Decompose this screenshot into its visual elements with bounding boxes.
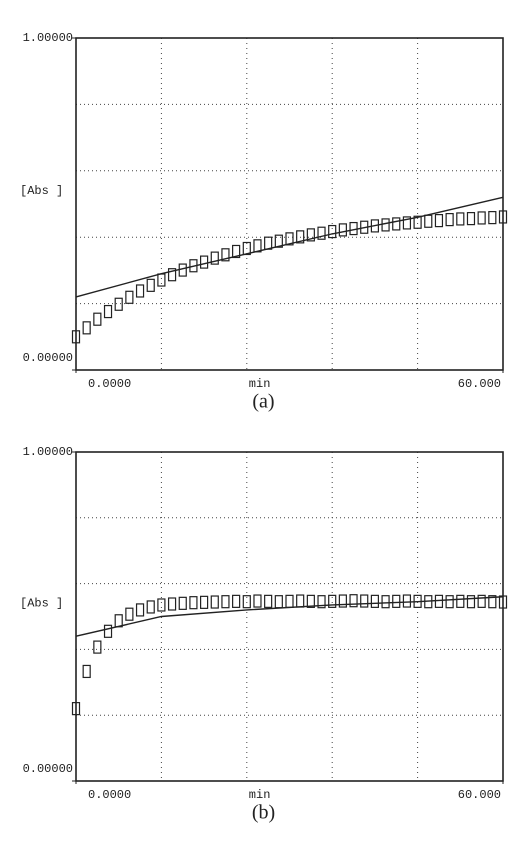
data-marker	[338, 594, 347, 608]
data-marker	[103, 304, 113, 319]
data-marker	[392, 217, 401, 231]
data-marker	[296, 594, 305, 608]
data-marker	[498, 210, 508, 224]
data-marker	[402, 594, 412, 608]
data-marker	[306, 228, 315, 242]
y-axis-label: [Abs ]	[20, 184, 63, 198]
data-marker	[157, 273, 166, 287]
x-tick-label: 60.000	[458, 377, 501, 391]
data-marker	[328, 224, 337, 239]
data-marker	[445, 213, 454, 227]
y-tick-label: 0.00000	[23, 351, 73, 365]
data-marker	[200, 255, 209, 269]
data-marker	[253, 594, 262, 608]
x-tick-label: 0.0000	[88, 788, 131, 802]
data-marker	[488, 595, 497, 609]
data-marker	[424, 214, 433, 228]
data-marker	[264, 594, 273, 608]
x-tick-label: 60.000	[458, 788, 501, 802]
data-marker	[370, 594, 379, 608]
data-marker	[274, 234, 283, 248]
data-marker	[381, 218, 390, 232]
data-marker	[135, 603, 145, 617]
fit-line	[75, 596, 504, 637]
data-marker	[103, 624, 113, 638]
plot-frame	[75, 37, 504, 371]
data-marker	[338, 223, 347, 237]
data-marker	[434, 594, 444, 608]
data-marker	[232, 244, 241, 259]
data-marker	[317, 226, 326, 240]
data-marker	[466, 595, 476, 609]
data-marker	[360, 594, 369, 608]
data-marker	[402, 216, 412, 230]
data-marker	[221, 595, 230, 609]
data-marker	[317, 595, 326, 609]
data-marker	[392, 594, 401, 608]
data-marker	[82, 664, 91, 679]
data-marker	[135, 284, 145, 298]
data-marker	[82, 321, 91, 335]
data-marker	[200, 595, 209, 609]
data-marker	[167, 268, 177, 282]
data-marker	[146, 600, 155, 614]
data-marker	[242, 595, 251, 609]
fit-line	[75, 196, 504, 298]
x-axis-label: min	[249, 377, 271, 391]
data-marker	[285, 594, 294, 608]
data-marker	[157, 598, 166, 612]
data-marker	[498, 595, 508, 609]
data-marker	[488, 211, 497, 225]
data-marker	[125, 607, 134, 621]
data-marker	[146, 278, 155, 292]
data-marker	[93, 640, 102, 654]
data-marker	[210, 251, 219, 265]
data-marker	[456, 594, 465, 608]
data-marker	[381, 595, 390, 609]
data-marker	[456, 212, 465, 226]
data-marker	[125, 290, 134, 304]
x-tick-label: 0.0000	[88, 377, 131, 391]
caption: (b)	[252, 802, 275, 824]
data-marker	[296, 230, 305, 244]
data-marker	[167, 597, 177, 611]
data-marker	[210, 595, 219, 609]
data-marker	[466, 212, 476, 226]
y-tick-label: 0.00000	[23, 762, 73, 776]
data-marker	[477, 211, 486, 225]
data-marker	[178, 596, 187, 610]
data-marker	[349, 594, 358, 608]
data-marker	[189, 596, 198, 610]
data-marker	[306, 594, 315, 608]
data-marker	[445, 595, 454, 609]
data-marker	[114, 614, 123, 628]
y-tick-label: 1.00000	[23, 445, 73, 459]
data-marker	[274, 595, 283, 609]
data-marker	[71, 330, 81, 344]
plot-frame	[75, 451, 504, 782]
x-axis-label: min	[249, 788, 271, 802]
data-marker	[114, 297, 123, 311]
data-marker	[71, 702, 81, 716]
caption: (a)	[252, 391, 274, 413]
data-marker	[285, 232, 294, 246]
data-marker	[178, 263, 187, 277]
data-marker	[328, 594, 337, 608]
data-marker	[264, 236, 273, 250]
data-marker	[232, 594, 241, 608]
y-axis-label: [Abs ]	[20, 597, 63, 611]
data-marker	[477, 594, 486, 608]
data-marker	[434, 214, 444, 228]
y-tick-label: 1.00000	[23, 31, 73, 45]
data-marker	[93, 312, 102, 326]
data-marker	[413, 215, 422, 229]
data-marker	[221, 248, 230, 262]
